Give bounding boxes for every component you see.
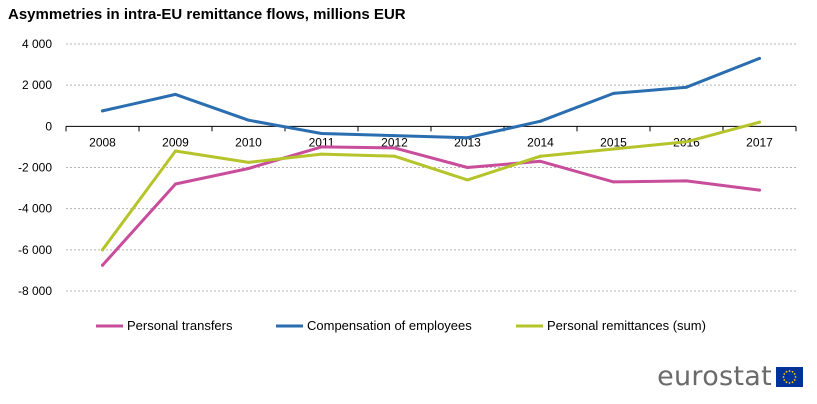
x-tick-label: 2015 bbox=[600, 135, 627, 149]
data-point bbox=[466, 166, 469, 169]
x-tick-label: 2008 bbox=[89, 135, 116, 149]
data-point bbox=[393, 146, 396, 150]
data-point bbox=[320, 145, 323, 149]
data-point bbox=[247, 160, 250, 164]
x-tick-label: 2012 bbox=[381, 135, 408, 149]
flag-star bbox=[782, 375, 785, 378]
x-tick-label: 2014 bbox=[527, 135, 554, 149]
x-tick-label: 2017 bbox=[746, 135, 773, 149]
y-tick-label: -2 000 bbox=[18, 161, 52, 175]
y-tick-label: 0 bbox=[45, 119, 52, 133]
y-tick-label: 2 000 bbox=[22, 78, 52, 92]
data-point bbox=[758, 56, 761, 60]
data-point bbox=[247, 118, 250, 122]
y-axis-ticks: 4 000 2 000 0 -2 000 -4 000 -6 000 -8 000 bbox=[18, 37, 52, 298]
flag-star bbox=[793, 372, 796, 375]
flag-star bbox=[791, 380, 794, 383]
eu-flag-icon bbox=[776, 366, 803, 387]
data-point bbox=[758, 188, 761, 192]
data-point bbox=[685, 179, 688, 183]
data-point bbox=[685, 85, 688, 89]
data-point bbox=[612, 147, 615, 151]
data-point bbox=[685, 140, 688, 144]
x-tick-label: 2009 bbox=[162, 135, 189, 149]
flag-star bbox=[783, 378, 786, 381]
series-line-2 bbox=[101, 56, 761, 140]
y-tick-label: -8 000 bbox=[18, 284, 52, 298]
data-point bbox=[539, 119, 542, 123]
data-point bbox=[539, 154, 542, 158]
eurostat-logo: eurostat bbox=[657, 361, 803, 392]
data-point bbox=[247, 167, 250, 171]
data-point bbox=[758, 120, 761, 124]
data-point bbox=[174, 149, 177, 153]
series-lines bbox=[101, 56, 761, 267]
data-point bbox=[612, 180, 615, 184]
legend-label: Personal transfers bbox=[127, 318, 233, 333]
y-tick-label: -4 000 bbox=[18, 202, 52, 216]
flag-star bbox=[788, 381, 791, 384]
data-point bbox=[174, 182, 177, 186]
flag-star bbox=[793, 378, 796, 381]
flag-star bbox=[783, 372, 786, 375]
data-point bbox=[101, 263, 104, 267]
y-tick-label: -6 000 bbox=[18, 243, 52, 257]
flag-star bbox=[785, 380, 788, 383]
legend-label: Personal remittances (sum) bbox=[547, 318, 706, 333]
data-point bbox=[393, 134, 396, 138]
flag-star bbox=[791, 370, 794, 373]
data-point bbox=[539, 159, 542, 163]
data-point bbox=[612, 91, 615, 95]
data-point bbox=[101, 109, 104, 113]
flag-star bbox=[788, 369, 791, 372]
flag-star bbox=[785, 370, 788, 373]
legend-label: Compensation of employees bbox=[307, 318, 472, 333]
flag-star bbox=[794, 375, 797, 378]
y-tick-label: 4 000 bbox=[22, 37, 52, 51]
series-line-3 bbox=[101, 120, 761, 252]
data-point bbox=[320, 152, 323, 156]
data-point bbox=[101, 248, 104, 252]
chart-title: Asymmetries in intra-EU remittance flows… bbox=[8, 6, 406, 23]
legend: Personal transfers Compensation of employ… bbox=[96, 318, 706, 333]
data-point bbox=[393, 154, 396, 158]
series-line-1 bbox=[101, 145, 761, 267]
data-point bbox=[320, 132, 323, 136]
data-point bbox=[174, 92, 177, 96]
data-point bbox=[466, 178, 469, 182]
logo-text: eurostat bbox=[657, 361, 772, 392]
x-tick-label: 2010 bbox=[235, 135, 262, 149]
data-point bbox=[466, 136, 469, 140]
